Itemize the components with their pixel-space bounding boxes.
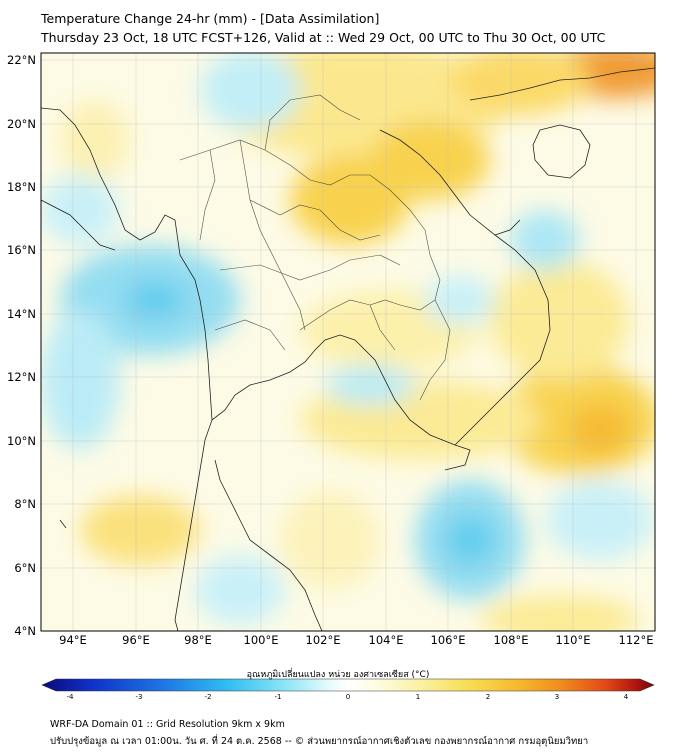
lat-tick: 10°N bbox=[7, 434, 36, 448]
map-title: Temperature Change 24-hr (mm) - [Data As… bbox=[41, 11, 380, 26]
colorbar-tick: -2 bbox=[204, 693, 212, 701]
lat-tick: 4°N bbox=[14, 624, 36, 638]
colorbar bbox=[41, 678, 655, 692]
colorbar-tick: 1 bbox=[415, 693, 421, 701]
lon-tick: 96°E bbox=[122, 633, 150, 647]
temperature-field bbox=[41, 53, 655, 631]
lat-tick: 22°N bbox=[7, 53, 36, 67]
lat-tick: 12°N bbox=[7, 370, 36, 384]
lon-tick: 100°E bbox=[243, 633, 279, 647]
colorbar-tick: -1 bbox=[274, 693, 282, 701]
map-subtitle: Thursday 23 Oct, 18 UTC FCST+126, Valid … bbox=[41, 30, 606, 45]
colorbar-tick: -3 bbox=[135, 693, 143, 701]
colorbar-tick: 0 bbox=[345, 693, 351, 701]
lat-tick: 8°N bbox=[14, 497, 36, 511]
colorbar-tick: 4 bbox=[623, 693, 629, 701]
lat-tick: 20°N bbox=[7, 117, 36, 131]
lon-tick: 110°E bbox=[555, 633, 591, 647]
lat-tick: 16°N bbox=[7, 243, 36, 257]
lat-tick: 6°N bbox=[14, 561, 36, 575]
lon-tick: 106°E bbox=[430, 633, 466, 647]
colorbar-tick: -4 bbox=[66, 693, 74, 701]
lon-tick: 98°E bbox=[184, 633, 212, 647]
lon-tick: 102°E bbox=[305, 633, 341, 647]
lon-tick: 108°E bbox=[493, 633, 529, 647]
coastlines bbox=[41, 67, 655, 631]
plot-frame bbox=[40, 52, 656, 632]
colorbar-tick: 3 bbox=[554, 693, 560, 701]
footer-credit: ปรับปรุงข้อมูล ณ เวลา 01:00น. วัน ศ. ที่… bbox=[50, 736, 589, 747]
lat-tick: 18°N bbox=[7, 180, 36, 194]
lon-tick: 112°E bbox=[618, 633, 654, 647]
colorbar-label: อุณหภูมิเปลี่ยนแปลง หน่วย องศาเซลเซียส (… bbox=[246, 670, 430, 680]
footer-model-info: WRF-DA Domain 01 :: Grid Resolution 9km … bbox=[50, 719, 285, 730]
lat-tick: 14°N bbox=[7, 307, 36, 321]
borders bbox=[179, 94, 451, 401]
lon-tick: 104°E bbox=[368, 633, 404, 647]
lon-tick: 94°E bbox=[59, 633, 87, 647]
colorbar-tick: 2 bbox=[485, 693, 491, 701]
